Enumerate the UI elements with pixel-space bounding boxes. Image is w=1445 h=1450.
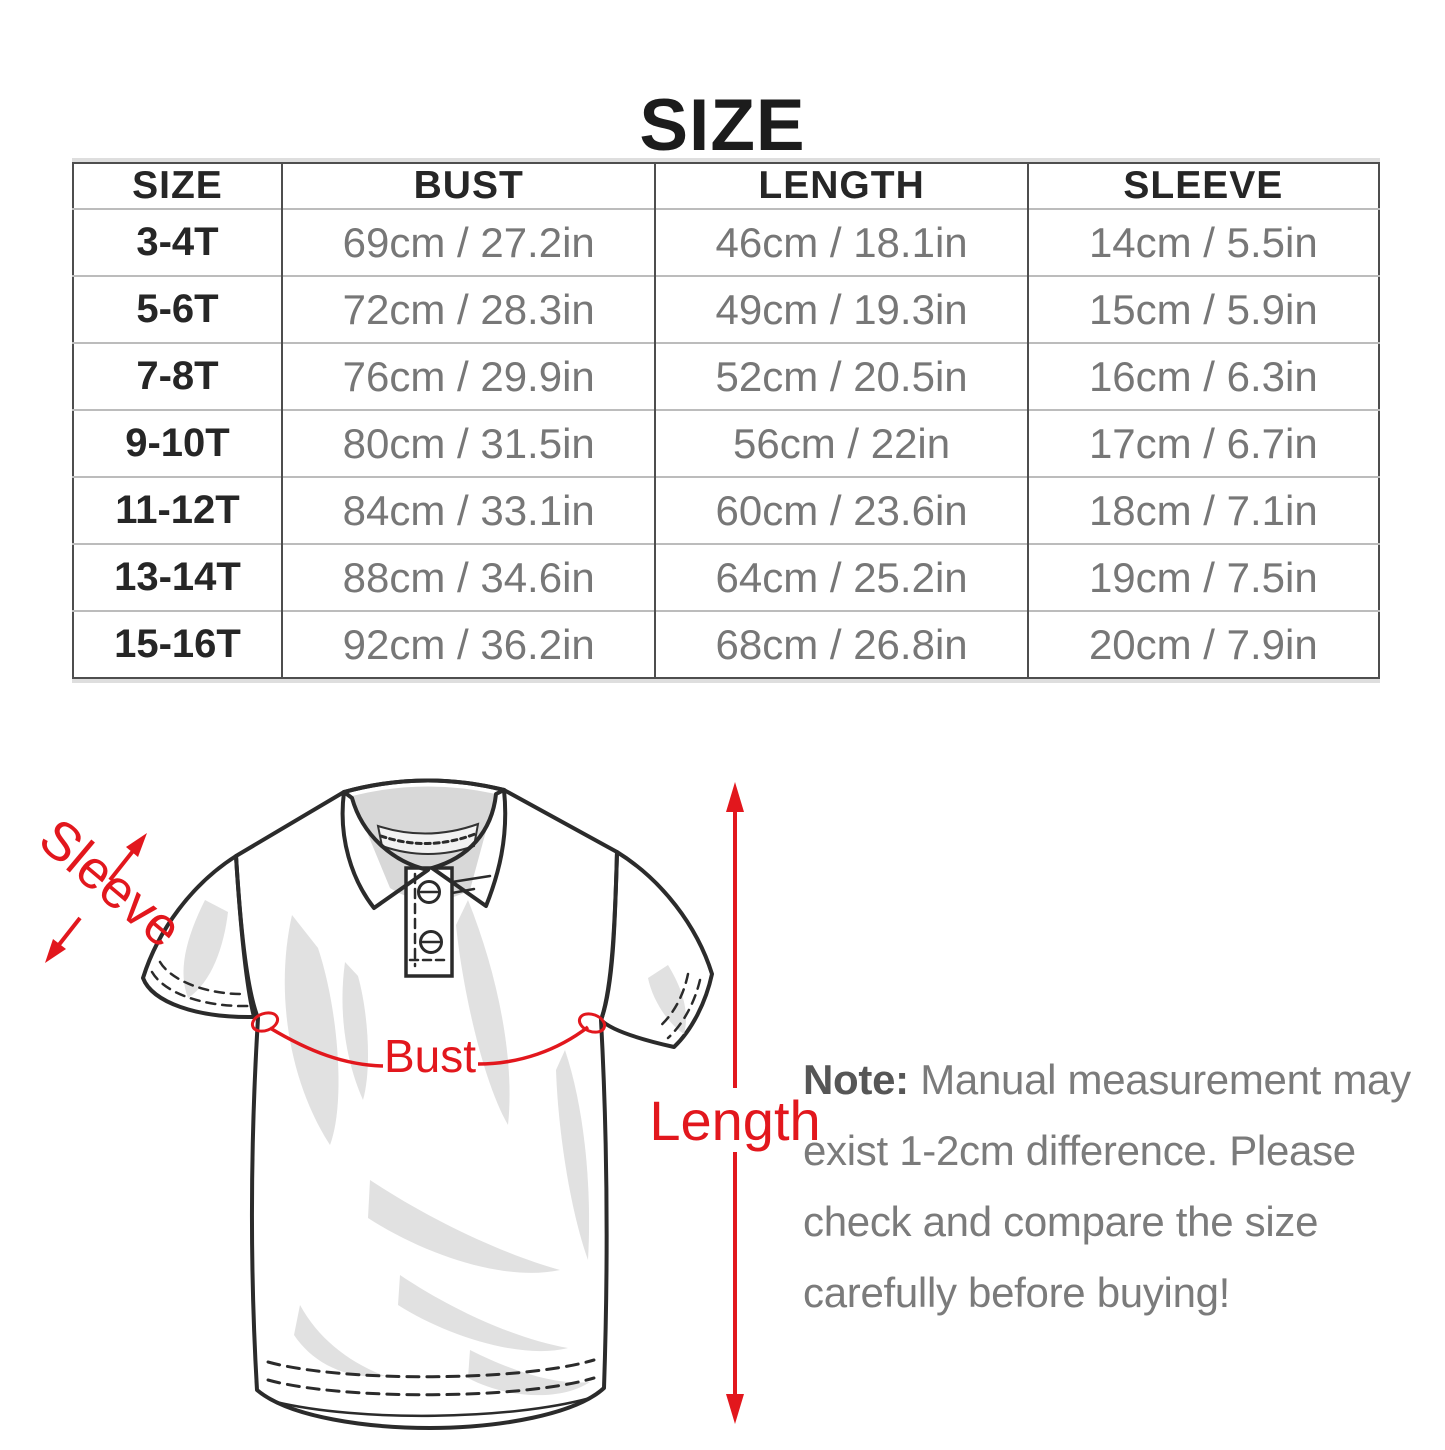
cell-size: 7-8T [73,342,282,410]
table-row: 3-4T 69cm / 27.2in 46cm / 18.1in 14cm / 5.5… [73,208,1379,276]
right-cuff-stitch [666,978,702,1040]
collar-left-flap [340,790,430,910]
size-table-body: 3-4T 69cm / 27.2in 46cm / 18.1in 14cm / 5.5… [73,208,1379,678]
cell-sleeve: 14cm / 5.5in [1026,208,1379,276]
note-label: Note: [803,1056,909,1103]
cell-sleeve: 17cm / 6.7in [1026,409,1379,477]
bust-measure-line [250,1011,607,1068]
hem-stitch [266,1376,596,1397]
fold-shade [342,962,369,1100]
fold-shade [456,900,510,1125]
table-row: 5-6T 72cm / 28.3in 49cm / 19.3in 15cm / 5.9… [73,275,1379,343]
polo-shirt-illustration: Sleeve Bust Length [28,778,821,1430]
fold-shade [284,915,339,1145]
bust-label: Bust [384,1030,476,1082]
length-label: Length [649,1089,820,1152]
fold-shade [368,1180,560,1273]
cell-sleeve: 16cm / 6.3in [1026,342,1379,410]
right-sleeve [599,850,714,1049]
cell-sleeve: 19cm / 7.5in [1026,543,1379,611]
fold-shade [183,900,228,998]
cell-size: 5-6T [73,275,282,343]
cell-bust: 72cm / 28.3in [280,275,656,343]
left-sleeve [141,854,256,1020]
note-text-block: Note: Manual measurement may exist 1-2cm … [803,1044,1413,1328]
right-cuff-stitch [656,972,690,1030]
fold-shade [556,1050,590,1260]
cell-bust: 92cm / 36.2in [280,610,656,678]
table-row: 15-16T 92cm / 36.2in 68cm / 26.8in 20cm / 7… [73,610,1379,678]
cell-size: 11-12T [73,476,282,544]
cell-bust: 84cm / 33.1in [280,476,656,544]
cell-length: 60cm / 23.6in [654,476,1028,544]
cell-length: 56cm / 22in [654,409,1028,477]
placket-detail-line [450,874,492,884]
cell-bust: 69cm / 27.2in [280,208,656,276]
left-cuff-stitch [158,960,248,996]
cell-length: 68cm / 26.8in [654,610,1028,678]
fold-shade [648,965,687,1034]
cell-size: 3-4T [73,208,282,276]
left-cuff-stitch [150,970,250,1008]
cell-bust: 80cm / 31.5in [280,409,656,477]
cell-length: 64cm / 25.2in [654,543,1028,611]
cell-size: 9-10T [73,409,282,477]
measurement-diagram: Sleeve Bust Length [0,750,830,1445]
page-title: SIZE [639,84,806,166]
cell-length: 52cm / 20.5in [654,342,1028,410]
column-header: SLEEVE [1026,163,1379,209]
table-row: 7-8T 76cm / 29.9in 52cm / 20.5in 16cm / 6.3… [73,342,1379,410]
cell-size: 13-14T [73,543,282,611]
sleeve-arrow-icon [45,833,147,963]
table-row: 11-12T 84cm / 33.1in 60cm / 23.6in 18cm / 7… [73,476,1379,544]
cell-sleeve: 15cm / 5.9in [1026,275,1379,343]
neckband [376,822,480,855]
hem-stitch [266,1358,596,1379]
table-header-row: SIZE BUST LENGTH SLEEVE [73,163,1379,209]
collar-top-edge [342,778,506,794]
column-header: BUST [280,163,656,209]
fold-shade [294,1305,385,1377]
sleeve-label: Sleeve [28,807,193,959]
cell-length: 49cm / 19.3in [654,275,1028,343]
size-table: SIZE BUST LENGTH SLEEVE 3-4T 69cm / 27.2in 46… [72,162,1380,679]
neckband-zigzag-stitch [379,832,477,845]
cell-size: 15-16T [73,610,282,678]
table-row: 9-10T 80cm / 31.5in 56cm / 22in 17cm / 6.7i… [73,409,1379,477]
cell-sleeve: 18cm / 7.1in [1026,476,1379,544]
fold-shade [398,1275,568,1352]
collar-right-flap [430,788,508,908]
note-text: Manual measurement may exist 1-2cm differ… [803,1056,1411,1316]
table-row: 13-14T 88cm / 34.6in 64cm / 25.2in 19cm / 7… [73,543,1379,611]
cell-bust: 88cm / 34.6in [280,543,656,611]
fold-shade [468,1350,590,1396]
cell-sleeve: 20cm / 7.9in [1026,610,1379,678]
hem-fold-line [274,1396,592,1418]
cell-length: 46cm / 18.1in [654,208,1028,276]
column-header: LENGTH [654,163,1028,209]
length-arrow-icon [726,782,744,1424]
column-header: SIZE [132,164,223,207]
cell-bust: 76cm / 29.9in [280,342,656,410]
